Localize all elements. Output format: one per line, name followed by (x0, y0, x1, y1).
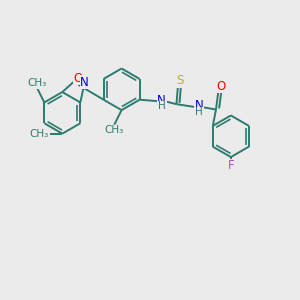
Text: N: N (195, 99, 204, 112)
Text: O: O (217, 80, 226, 92)
Text: CH₃: CH₃ (105, 125, 124, 135)
Text: S: S (176, 74, 183, 87)
Text: H: H (158, 101, 166, 111)
Text: CH₃: CH₃ (30, 129, 49, 139)
Text: N: N (157, 94, 166, 106)
Text: F: F (227, 160, 234, 172)
Text: O: O (73, 72, 83, 85)
Text: H: H (196, 107, 203, 117)
Text: N: N (80, 76, 89, 88)
Text: CH₃: CH₃ (27, 78, 46, 88)
